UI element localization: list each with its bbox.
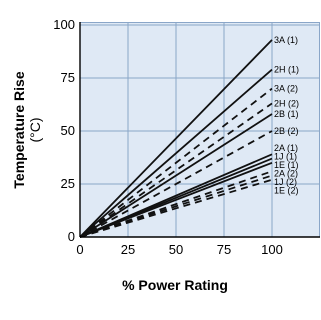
series-line: [79, 178, 273, 238]
series-line: [79, 39, 273, 238]
y-tick-label: 75: [61, 70, 75, 85]
y-tick-labels: 0 25 50 75 100: [53, 17, 75, 244]
series-line: [79, 87, 273, 238]
series-line: [79, 161, 273, 238]
series-line: [79, 68, 273, 238]
x-tick-labels: 0 25 50 75 100: [76, 242, 282, 257]
grid: [80, 22, 320, 237]
x-tick-label: 100: [261, 242, 283, 257]
series-label: 2A (2): [274, 168, 298, 178]
y-tick-label: 100: [53, 17, 75, 32]
series-label: 2B (1): [274, 109, 299, 119]
series-line: [79, 170, 273, 238]
series-line: [79, 174, 273, 238]
series-label: 3A (1): [274, 35, 298, 45]
series-line: [79, 102, 273, 238]
series-label: 2B (2): [274, 126, 299, 136]
y-tick-label: 50: [61, 123, 75, 138]
x-tick-label: 75: [217, 242, 231, 257]
series-line: [79, 113, 273, 238]
series-lines: [79, 39, 273, 238]
x-tick-label: 25: [121, 242, 135, 257]
y-axis-title: Temperature Rise: [11, 71, 27, 188]
series-label: 2A (1): [274, 143, 298, 153]
series-label: 1E (2): [274, 185, 299, 195]
series-label: 1J (1): [274, 151, 297, 161]
axes: [79, 22, 320, 238]
series-label: 2H (2): [274, 98, 299, 108]
series-labels: 3A (1) 2H (1) 3A (2) 2H (2)2B (1) 2B (2) 2A (…: [274, 35, 299, 196]
series-label: 1J (2): [274, 177, 297, 187]
series-label: 3A (2): [274, 84, 298, 94]
series-label: 1E (1): [274, 160, 299, 170]
x-tick-label: 0: [76, 242, 83, 257]
x-tick-label: 50: [169, 242, 183, 257]
series-line: [79, 130, 273, 238]
y-tick-label: 0: [68, 229, 75, 244]
y-axis-unit: (°C): [27, 117, 43, 142]
y-tick-label: 25: [61, 176, 75, 191]
series-label: 2H (1): [274, 65, 299, 75]
x-axis-title: % Power Rating: [122, 277, 228, 293]
